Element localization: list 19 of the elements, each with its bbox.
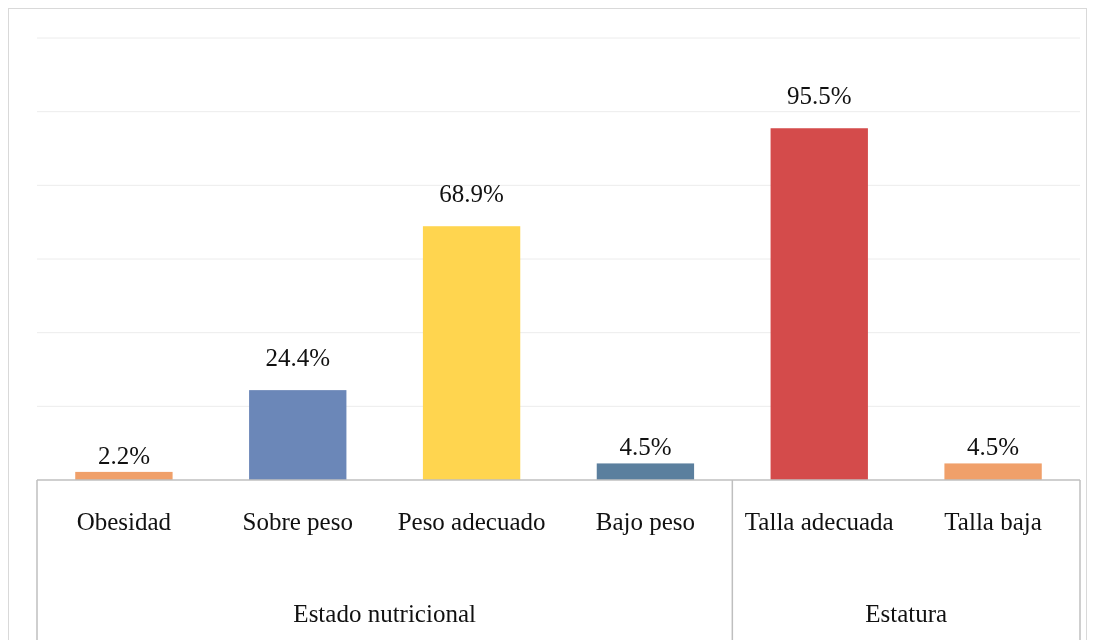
- data-label: 68.9%: [439, 180, 504, 208]
- data-label: 24.4%: [265, 344, 331, 372]
- bar: [770, 128, 868, 480]
- data-label: 2.2%: [97, 441, 150, 469]
- bar: [596, 463, 695, 480]
- x-tick-label: Talla adecuada: [744, 508, 894, 535]
- x-tick-label: Obesidad: [76, 508, 172, 535]
- text: Estado nutricional: [293, 600, 477, 627]
- bar: [422, 226, 521, 480]
- data-label: 4.5%: [619, 433, 672, 461]
- x-tick-label: Bajo peso: [595, 508, 696, 535]
- data-label: 4.5%: [967, 433, 1020, 461]
- x-tick-label: Sobre peso: [242, 508, 353, 535]
- x-tick-label: Peso adecuado: [397, 508, 546, 535]
- x-tick-label: Talla baja: [944, 508, 1042, 535]
- bar: [944, 463, 1042, 480]
- data-label: 95.5%: [786, 82, 852, 110]
- bar: [249, 390, 347, 480]
- text: Estatura: [865, 600, 948, 627]
